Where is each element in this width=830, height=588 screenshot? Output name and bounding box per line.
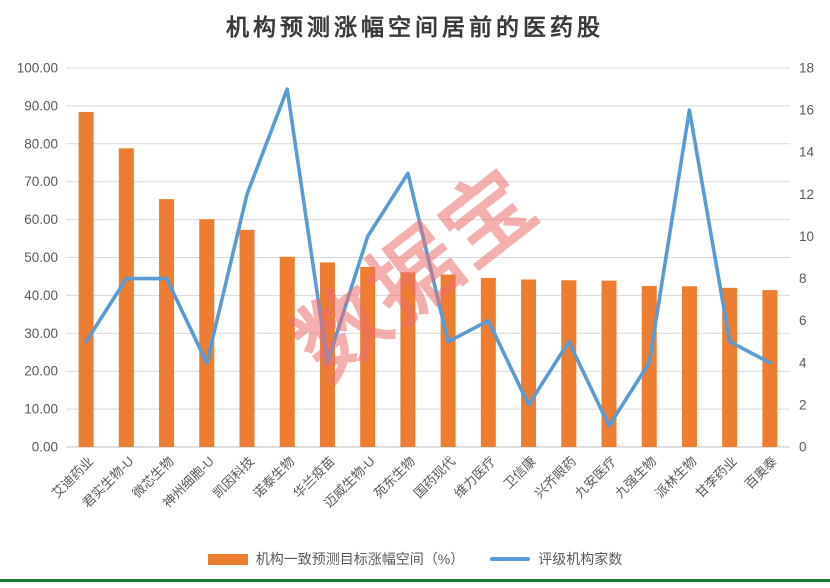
right-axis-tick: 4 xyxy=(799,355,807,370)
bar xyxy=(601,280,617,447)
chart-title: 机构预测涨幅空间居前的医药股 xyxy=(226,14,604,40)
bar xyxy=(199,219,215,447)
x-axis-label: 兴齐眼药 xyxy=(532,454,579,501)
x-axis-label: 九强生物 xyxy=(612,454,659,501)
bar xyxy=(159,199,175,447)
x-axis-label: 维力医疗 xyxy=(451,454,498,501)
right-axis-tick: 2 xyxy=(799,397,807,412)
bar xyxy=(480,277,496,447)
right-axis-tick: 6 xyxy=(799,313,807,328)
right-axis-tick: 12 xyxy=(799,187,814,202)
left-axis-tick: 30.00 xyxy=(24,326,58,341)
x-axis-label: 卫信康 xyxy=(500,454,538,492)
left-axis-tick: 40.00 xyxy=(24,288,58,303)
bar xyxy=(762,290,778,447)
right-axis-tick: 10 xyxy=(799,229,814,244)
bar xyxy=(641,285,657,447)
right-axis-tick: 14 xyxy=(799,145,815,160)
left-axis-tick: 0.00 xyxy=(32,440,58,455)
left-axis-tick: 70.00 xyxy=(24,174,58,189)
legend: 机构一致预测目标涨幅空间（%） 评级机构家数 xyxy=(0,549,830,569)
line-series-swatch xyxy=(490,557,531,561)
x-axis-label: 苑东生物 xyxy=(371,454,418,501)
bar xyxy=(118,148,134,447)
chart-svg: 0.00 10.00 20.00 30.00 40.00 50.00 60.00 70.00 8… xyxy=(17,61,815,511)
left-axis-tick: 50.00 xyxy=(24,250,58,265)
left-axis-tick: 60.00 xyxy=(24,212,58,227)
x-axis-label: 九安医疗 xyxy=(572,454,619,501)
bar xyxy=(78,111,94,448)
right-axis-tick: 8 xyxy=(799,271,807,286)
left-axis-tick: 90.00 xyxy=(24,98,58,113)
x-axis-label: 诺泰生物 xyxy=(250,454,297,501)
bar xyxy=(681,286,697,447)
bottom-border-line xyxy=(0,579,830,582)
x-axis-label: 百奥泰 xyxy=(742,454,780,492)
left-axis-tick: 20.00 xyxy=(24,364,58,379)
bar xyxy=(400,272,416,447)
right-axis-tick: 16 xyxy=(799,103,814,118)
left-axis-tick: 10.00 xyxy=(24,402,58,417)
bar-series-label: 机构一致预测目标涨幅空间（%） xyxy=(255,551,465,567)
bar xyxy=(360,266,376,447)
legend-entry-bar: 机构一致预测目标涨幅空间（%） xyxy=(207,549,465,569)
rating-count-line xyxy=(84,87,772,428)
line-series-label: 评级机构家数 xyxy=(538,551,623,567)
bar-series-swatch xyxy=(207,553,248,565)
bar xyxy=(561,280,577,447)
x-axis-label: 甘李药业 xyxy=(692,454,739,501)
x-axis-label: 派林生物 xyxy=(652,454,699,501)
bar xyxy=(440,274,456,447)
legend-entry-line: 评级机构家数 xyxy=(490,549,622,569)
x-axis-label: 凯因科技 xyxy=(210,454,257,501)
right-axis-tick: 18 xyxy=(799,61,814,76)
bar xyxy=(279,256,295,447)
left-axis-tick: 80.00 xyxy=(24,136,58,151)
left-axis-tick: 100.00 xyxy=(17,61,58,76)
bar xyxy=(521,279,537,447)
right-axis-tick: 0 xyxy=(799,440,807,455)
x-axis-label: 国药现代 xyxy=(411,454,458,501)
bar xyxy=(239,229,255,447)
